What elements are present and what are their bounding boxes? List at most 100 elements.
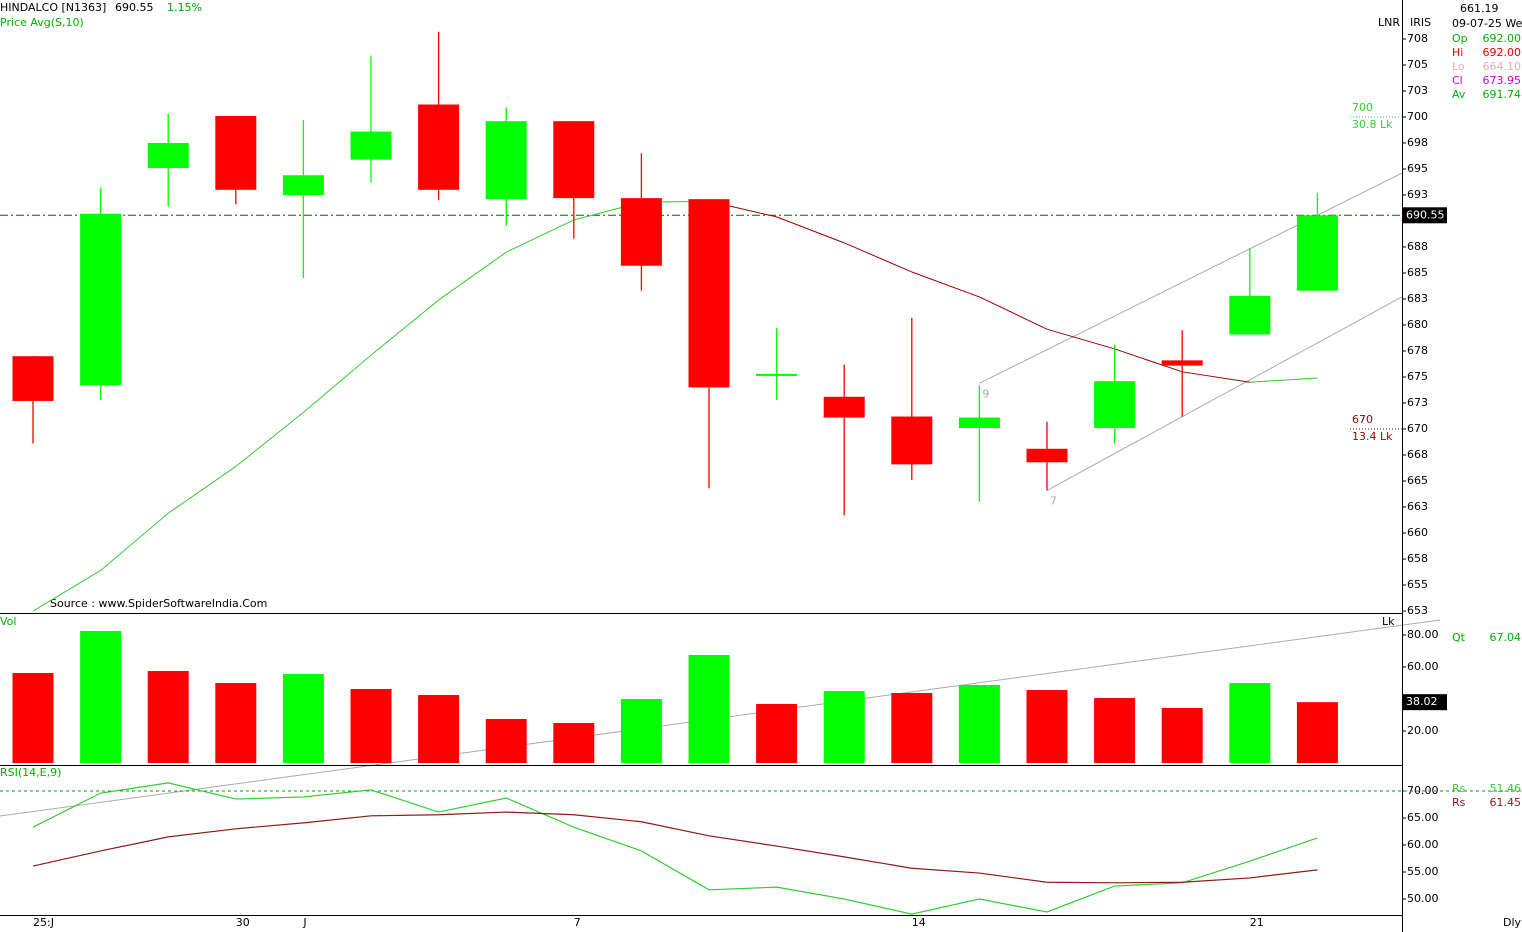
- moving-average: [235, 411, 304, 467]
- candle-body: [1296, 215, 1338, 291]
- y-tick-label: 60.00: [1407, 838, 1439, 851]
- volume-unit: Lk: [1382, 615, 1395, 628]
- legend-value: 51.46: [1490, 782, 1522, 795]
- info-label: Av: [1452, 88, 1466, 101]
- y-tick-label: 693: [1407, 188, 1428, 201]
- volume-bar: [823, 691, 865, 763]
- volume-bar: [1161, 707, 1203, 763]
- trendline: [1046, 296, 1403, 491]
- trendline: [979, 172, 1403, 384]
- candle-body: [620, 198, 662, 266]
- level-label: 670: [1352, 413, 1373, 426]
- change: 1.15%: [167, 1, 202, 14]
- y-tick-label: 65.00: [1407, 811, 1439, 824]
- volume-bar: [1229, 683, 1271, 763]
- candle-body: [1161, 360, 1203, 366]
- symbol: HINDALCO [N1363]: [0, 1, 106, 14]
- rsi-line: [32, 811, 1318, 884]
- y-tick-label: 703: [1407, 84, 1428, 97]
- y-tick-label: 55.00: [1407, 865, 1439, 878]
- volume-bar: [147, 671, 189, 763]
- moving-average: [776, 216, 845, 244]
- level-volume: 30.8 Lk: [1352, 118, 1393, 131]
- x-tick-label: 25:J: [33, 916, 54, 929]
- panel-title: Vol: [0, 615, 16, 628]
- y-tick-label: 678: [1407, 344, 1428, 357]
- volume-bar: [891, 693, 933, 763]
- info-date: 09-07-25 We: [1452, 17, 1522, 30]
- volume-bar: [1296, 702, 1338, 763]
- y-tick-label: 675: [1407, 370, 1428, 383]
- volume-bar: [485, 719, 527, 763]
- moving-average: [438, 251, 507, 301]
- info-tag: LNR: [1378, 16, 1400, 29]
- candle-body: [958, 417, 1000, 428]
- source: Source : www.SpiderSoftwareIndia.Com: [50, 597, 267, 610]
- moving-average: [1249, 377, 1318, 383]
- moving-average: [167, 466, 237, 514]
- candle-body: [891, 416, 933, 465]
- info-label: Cl: [1452, 74, 1463, 87]
- legend-value: 61.45: [1490, 796, 1522, 809]
- legend-name: Rs: [1452, 796, 1466, 809]
- moving-average: [100, 512, 169, 571]
- info-value: 664.10: [1483, 60, 1522, 73]
- volume-bar: [282, 674, 324, 763]
- candle-body: [1094, 381, 1136, 428]
- quantity: 67.04: [1490, 631, 1522, 644]
- x-tick-label: 7: [574, 916, 581, 929]
- candle-body: [282, 175, 324, 196]
- candle-body: [553, 121, 595, 199]
- y-tick-label: 670: [1407, 422, 1428, 435]
- price: 690.55: [115, 1, 154, 14]
- level-label: 700: [1352, 101, 1373, 114]
- candle-body: [215, 115, 257, 190]
- moving-average: [303, 354, 372, 413]
- y-tick-label: 20.00: [1407, 724, 1439, 737]
- candle-body: [418, 104, 460, 190]
- trendline-label: 9: [982, 387, 989, 400]
- volume-bar: [958, 685, 1000, 763]
- y-tick-label: 673: [1407, 396, 1428, 409]
- info-value: 691.74: [1483, 88, 1522, 101]
- y-tick-label: 658: [1407, 552, 1428, 565]
- candle-body: [12, 356, 54, 401]
- volume-bar: [418, 695, 460, 763]
- quantity-label: Qt: [1452, 631, 1466, 644]
- candle-body: [80, 213, 122, 386]
- x-tick-label: 30: [236, 916, 250, 929]
- info-label: Lo: [1452, 60, 1465, 73]
- indicator-legend: Price Avg(S,10): [0, 16, 84, 29]
- volume-bar: [620, 699, 662, 763]
- y-tick-label: 660: [1407, 526, 1428, 539]
- y-tick-label: 705: [1407, 58, 1428, 71]
- candle-body: [823, 396, 865, 418]
- volume-bar: [12, 673, 54, 763]
- y-tick-label: 663: [1407, 500, 1428, 513]
- info-label: Op: [1452, 32, 1468, 45]
- info-tag: IRIS: [1410, 16, 1431, 29]
- y-tick-label: 688: [1407, 240, 1428, 253]
- moving-average: [505, 219, 575, 253]
- rsi-line: [32, 782, 1318, 915]
- candle-body: [350, 131, 392, 160]
- y-tick-label: 685: [1407, 266, 1428, 279]
- last-volume-marker: [1403, 694, 1447, 711]
- panel-title: RSI(14,E,9): [0, 766, 61, 779]
- y-tick-label: 695: [1407, 162, 1428, 175]
- last-price-marker: [1403, 207, 1447, 224]
- info-value: 692.00: [1483, 46, 1522, 59]
- y-tick-label: 653: [1407, 604, 1428, 617]
- volume-bar: [80, 631, 122, 763]
- y-tick-label: 665: [1407, 474, 1428, 487]
- y-tick-label: 50.00: [1407, 892, 1439, 905]
- candle-body: [688, 199, 730, 388]
- y-tick-label: 700: [1407, 110, 1428, 123]
- info-value: 673.95: [1483, 74, 1522, 87]
- moving-average: [370, 299, 439, 356]
- volume-bar: [350, 689, 392, 763]
- moving-average: [32, 570, 101, 612]
- candle-body: [147, 143, 189, 168]
- info-value: 692.00: [1483, 32, 1522, 45]
- volume-bar: [1026, 690, 1068, 763]
